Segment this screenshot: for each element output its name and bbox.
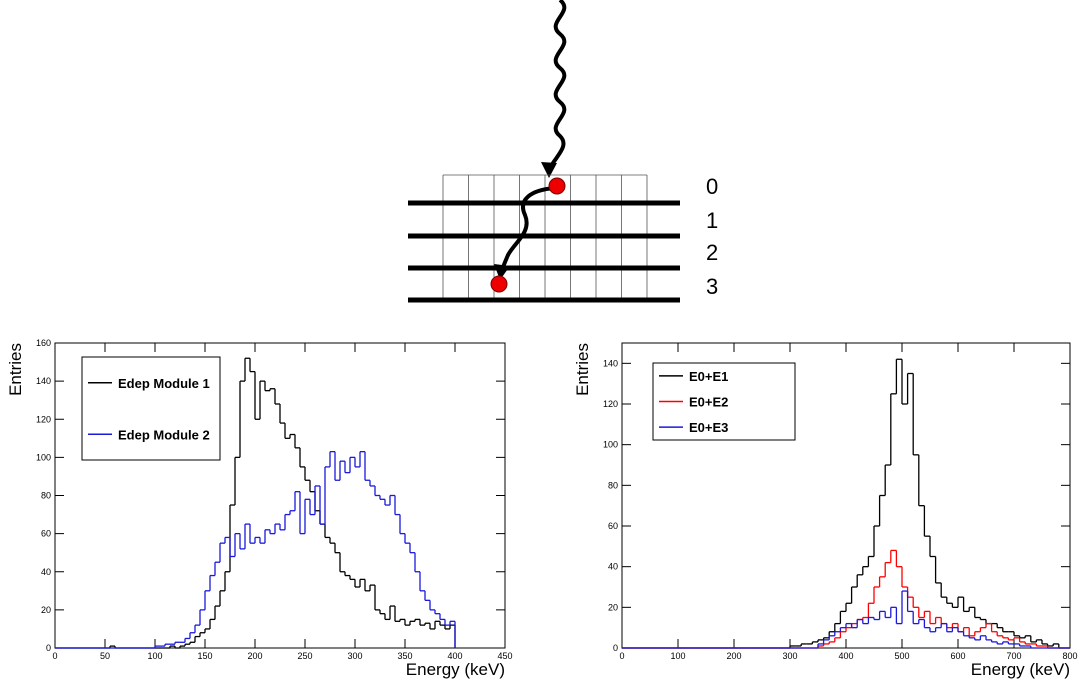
x-tick-label: 600: [950, 651, 965, 661]
y-axis-title: Entries: [6, 343, 25, 396]
y-tick-label: 40: [41, 567, 51, 577]
y-tick-label: 0: [613, 643, 618, 653]
y-tick-label: 20: [41, 605, 51, 615]
layer-label: 0: [706, 174, 718, 199]
x-tick-label: 700: [1006, 651, 1021, 661]
x-tick-label: 100: [147, 651, 162, 661]
y-tick-label: 160: [36, 338, 51, 348]
y-tick-label: 140: [603, 358, 618, 368]
arrow-head: [494, 264, 510, 280]
x-tick-label: 150: [197, 651, 212, 661]
y-tick-label: 40: [608, 562, 618, 572]
x-tick-label: 300: [782, 651, 797, 661]
y-tick-label: 120: [603, 399, 618, 409]
x-tick-label: 200: [247, 651, 262, 661]
y-tick-label: 20: [608, 602, 618, 612]
layer-label: 2: [706, 240, 718, 265]
y-tick-label: 120: [36, 414, 51, 424]
x-tick-label: 350: [397, 651, 412, 661]
y-tick-label: 140: [36, 376, 51, 386]
layer-label: 3: [706, 274, 718, 299]
layer-label: 1: [706, 208, 718, 233]
legend: E0+E1 E0+E2 E0+E3: [652, 362, 796, 441]
arrow-head: [541, 162, 557, 178]
interaction-point: [490, 275, 508, 293]
y-tick-label: 100: [36, 452, 51, 462]
histogram-chart: 0 100 200 300 400 500 600 700 800 0 20 40 60 80 100 120…: [573, 342, 1078, 679]
x-tick-label: 500: [894, 651, 909, 661]
x-tick-label: 400: [838, 651, 853, 661]
y-axis-title: Entries: [573, 343, 592, 396]
x-axis-title: Energy (keV): [971, 660, 1070, 679]
histogram-chart: 0 50 100 150 200 250 300 350 400 450 0 20 40 60 80 100 1…: [6, 338, 513, 679]
scatter-path: [500, 186, 556, 271]
x-tick-label: 450: [497, 651, 512, 661]
y-tick-label: 60: [41, 529, 51, 539]
y-tick-label: 80: [608, 480, 618, 490]
histogram-series: [622, 549, 1070, 649]
legend-label: E0+E3: [689, 420, 728, 435]
x-tick-label: 250: [297, 651, 312, 661]
x-tick-label: 400: [447, 651, 462, 661]
x-axis-title: Energy (keV): [406, 660, 505, 679]
y-tick-label: 80: [41, 491, 51, 501]
x-tick-label: 300: [347, 651, 362, 661]
legend: Edep Module 1 Edep Module 2: [81, 356, 221, 461]
interaction-point: [548, 177, 566, 195]
legend-label: Edep Module 1: [118, 376, 210, 391]
y-tick-label: 60: [608, 521, 618, 531]
y-tick-label: 0: [46, 643, 51, 653]
histogram-series: [55, 451, 456, 649]
legend-label: Edep Module 2: [118, 427, 210, 442]
legend-label: E0+E1: [689, 369, 728, 384]
layer-plates: [408, 200, 680, 303]
photon-path: [548, 0, 567, 169]
x-tick-label: 0: [619, 651, 624, 661]
x-tick-label: 800: [1062, 651, 1077, 661]
legend-box: [81, 356, 221, 461]
x-tick-label: 0: [52, 651, 57, 661]
x-tick-label: 100: [670, 651, 685, 661]
x-tick-label: 200: [726, 651, 741, 661]
detector-diagram: 0 1 2 3: [408, 0, 718, 303]
y-tick-label: 100: [603, 440, 618, 450]
histogram-series: [622, 590, 1070, 649]
legend-label: E0+E2: [689, 395, 728, 410]
x-tick-label: 50: [100, 651, 110, 661]
